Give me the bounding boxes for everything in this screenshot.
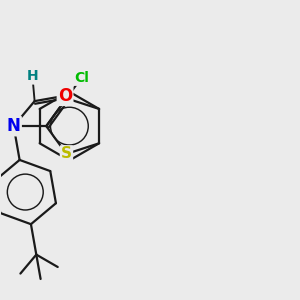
- Text: N: N: [7, 117, 21, 135]
- Text: S: S: [61, 146, 72, 161]
- Text: H: H: [27, 70, 38, 83]
- Text: O: O: [58, 87, 72, 105]
- Text: Cl: Cl: [74, 71, 89, 85]
